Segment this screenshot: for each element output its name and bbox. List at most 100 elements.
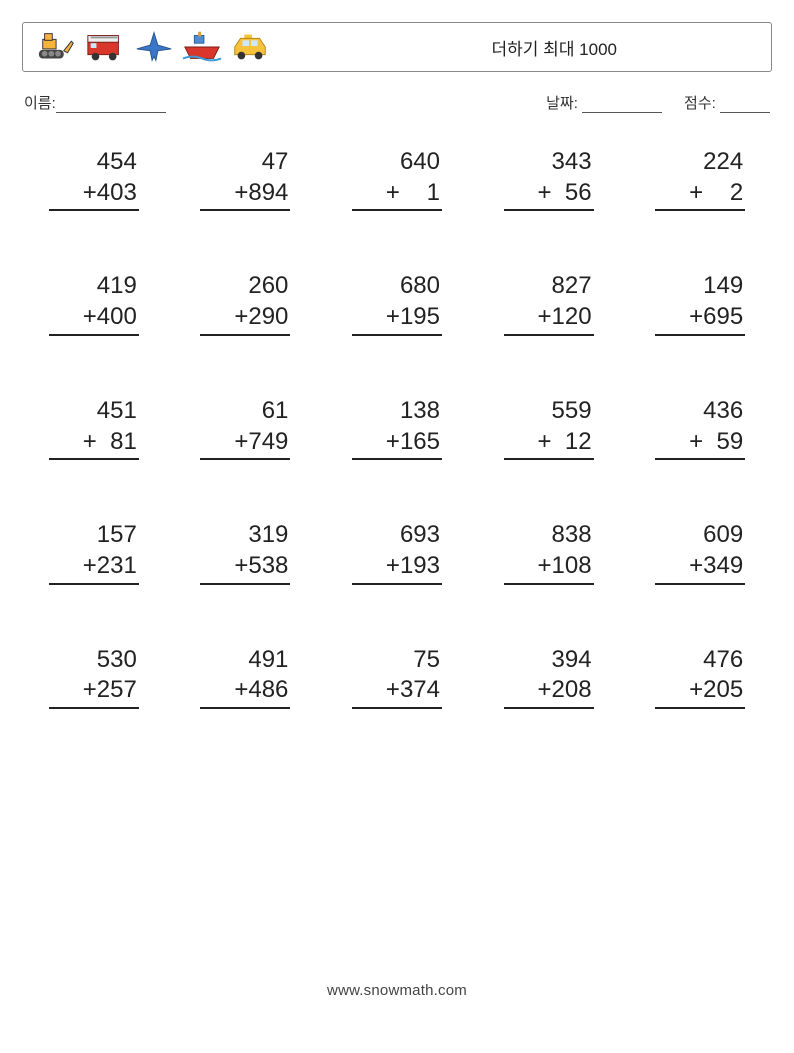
problem-stack: 47+894: [200, 147, 290, 211]
addend-bottom: +120: [504, 302, 594, 336]
problem: 451+ 81: [32, 396, 156, 460]
header-icon-row: [37, 29, 271, 65]
problem-stack: 61+749: [200, 396, 290, 460]
addend-bottom: + 2: [655, 178, 745, 212]
problem: 61+749: [184, 396, 308, 460]
worksheet-page: 더하기 최대 1000 이름: 날짜: 점수: 454+403 47+894 6…: [0, 0, 794, 1053]
addend-top: 491: [200, 645, 290, 676]
taxi-icon: [229, 29, 271, 65]
date-blank[interactable]: [582, 96, 662, 113]
addend-top: 451: [49, 396, 139, 427]
addend-bottom: +400: [49, 302, 139, 336]
addend-bottom: +257: [49, 675, 139, 709]
addend-top: 394: [504, 645, 594, 676]
problem: 530+257: [32, 645, 156, 709]
problem-stack: 491+486: [200, 645, 290, 709]
addend-top: 693: [352, 520, 442, 551]
problem: 559+ 12: [487, 396, 611, 460]
problem-stack: 838+108: [504, 520, 594, 584]
problem-stack: 75+374: [352, 645, 442, 709]
airplane-icon: [133, 29, 175, 65]
problem-stack: 693+193: [352, 520, 442, 584]
ship-icon: [181, 29, 223, 65]
addend-top: 559: [504, 396, 594, 427]
addend-bottom: +374: [352, 675, 442, 709]
problem-stack: 436+ 59: [655, 396, 745, 460]
problem-stack: 157+231: [49, 520, 139, 584]
problem-stack: 343+ 56: [504, 147, 594, 211]
addend-top: 454: [49, 147, 139, 178]
meta-row: 이름: 날짜: 점수:: [22, 92, 772, 113]
addend-bottom: + 1: [352, 178, 442, 212]
addend-top: 343: [504, 147, 594, 178]
problem-stack: 454+403: [49, 147, 139, 211]
problem-stack: 680+195: [352, 271, 442, 335]
problem: 394+208: [487, 645, 611, 709]
worksheet-title: 더하기 최대 1000: [492, 35, 617, 60]
problem: 838+108: [487, 520, 611, 584]
addend-top: 530: [49, 645, 139, 676]
addend-top: 138: [352, 396, 442, 427]
problem-stack: 138+165: [352, 396, 442, 460]
problem: 419+400: [32, 271, 156, 335]
problem: 47+894: [184, 147, 308, 211]
problem: 75+374: [335, 645, 459, 709]
problem: 491+486: [184, 645, 308, 709]
problem-stack: 149+695: [655, 271, 745, 335]
addend-top: 609: [655, 520, 745, 551]
problem: 149+695: [638, 271, 762, 335]
problem: 224+ 2: [638, 147, 762, 211]
addend-bottom: +108: [504, 551, 594, 585]
problem: 693+193: [335, 520, 459, 584]
addend-top: 476: [655, 645, 745, 676]
addend-top: 838: [504, 520, 594, 551]
problem: 609+349: [638, 520, 762, 584]
score-label: 점수:: [684, 95, 716, 112]
addend-bottom: +231: [49, 551, 139, 585]
footer-url: www.snowmath.com: [0, 982, 794, 999]
problem-stack: 476+205: [655, 645, 745, 709]
problem: 680+195: [335, 271, 459, 335]
addend-top: 260: [200, 271, 290, 302]
addend-top: 419: [49, 271, 139, 302]
problem: 157+231: [32, 520, 156, 584]
problem-stack: 451+ 81: [49, 396, 139, 460]
problems-grid: 454+403 47+894 640+ 1 343+ 56 224+ 2 419…: [22, 147, 772, 709]
addend-top: 157: [49, 520, 139, 551]
header-box: 더하기 최대 1000: [22, 22, 772, 72]
addend-bottom: +894: [200, 178, 290, 212]
problem: 436+ 59: [638, 396, 762, 460]
problem-stack: 609+349: [655, 520, 745, 584]
addend-top: 640: [352, 147, 442, 178]
addend-bottom: +403: [49, 178, 139, 212]
addend-bottom: +193: [352, 551, 442, 585]
name-blank[interactable]: [56, 96, 166, 113]
score-blank[interactable]: [720, 96, 770, 113]
date-label: 날짜:: [546, 95, 578, 112]
addend-bottom: +205: [655, 675, 745, 709]
problem: 454+403: [32, 147, 156, 211]
problem-stack: 559+ 12: [504, 396, 594, 460]
name-label: 이름:: [24, 92, 56, 113]
problem-stack: 640+ 1: [352, 147, 442, 211]
addend-bottom: + 12: [504, 427, 594, 461]
addend-top: 61: [200, 396, 290, 427]
addend-bottom: +486: [200, 675, 290, 709]
addend-bottom: + 56: [504, 178, 594, 212]
problem: 476+205: [638, 645, 762, 709]
addend-top: 319: [200, 520, 290, 551]
addend-bottom: +349: [655, 551, 745, 585]
problem-stack: 319+538: [200, 520, 290, 584]
problem: 827+120: [487, 271, 611, 335]
problem-stack: 827+120: [504, 271, 594, 335]
addend-bottom: +165: [352, 427, 442, 461]
addend-top: 47: [200, 147, 290, 178]
problem-stack: 419+400: [49, 271, 139, 335]
addend-top: 680: [352, 271, 442, 302]
addend-top: 149: [655, 271, 745, 302]
addend-top: 436: [655, 396, 745, 427]
addend-top: 827: [504, 271, 594, 302]
problem-stack: 530+257: [49, 645, 139, 709]
problem-stack: 224+ 2: [655, 147, 745, 211]
problem: 640+ 1: [335, 147, 459, 211]
